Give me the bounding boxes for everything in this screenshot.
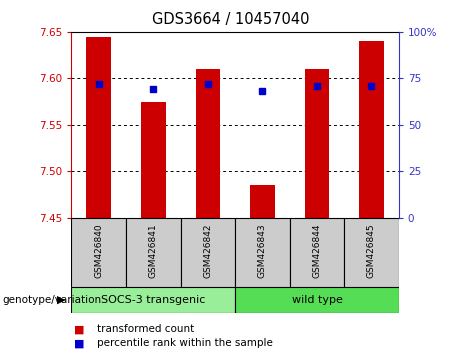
Text: GSM426843: GSM426843 <box>258 223 267 278</box>
Bar <box>250 185 275 218</box>
Bar <box>71 218 126 287</box>
Text: GSM426842: GSM426842 <box>203 223 213 278</box>
Text: genotype/variation: genotype/variation <box>2 295 101 305</box>
Text: ■: ■ <box>74 338 84 348</box>
Text: GDS3664 / 10457040: GDS3664 / 10457040 <box>152 12 309 27</box>
Text: GSM426844: GSM426844 <box>313 223 321 278</box>
Text: GSM426845: GSM426845 <box>367 223 376 278</box>
Bar <box>344 218 399 287</box>
Bar <box>71 287 235 313</box>
Bar <box>141 102 165 218</box>
Bar <box>359 41 384 218</box>
Text: wild type: wild type <box>291 295 343 305</box>
Text: ▶: ▶ <box>57 295 65 305</box>
Bar <box>87 36 111 218</box>
Text: percentile rank within the sample: percentile rank within the sample <box>97 338 273 348</box>
Text: GSM426841: GSM426841 <box>149 223 158 278</box>
Bar <box>181 218 235 287</box>
Bar <box>235 218 290 287</box>
Bar <box>305 69 329 218</box>
Bar <box>195 69 220 218</box>
Bar <box>126 218 181 287</box>
Bar <box>290 218 344 287</box>
Bar <box>235 287 399 313</box>
Text: GSM426840: GSM426840 <box>94 223 103 278</box>
Text: SOCS-3 transgenic: SOCS-3 transgenic <box>101 295 206 305</box>
Text: transformed count: transformed count <box>97 324 194 334</box>
Text: ■: ■ <box>74 324 84 334</box>
